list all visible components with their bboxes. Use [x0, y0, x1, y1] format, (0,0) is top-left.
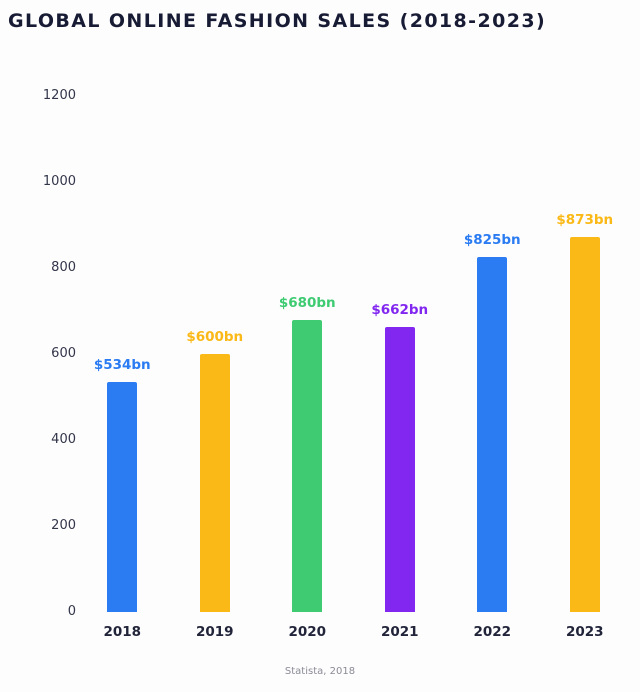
y-tick-label: 200 [51, 518, 76, 533]
x-tick-label: 2020 [288, 624, 327, 640]
bar [477, 257, 508, 612]
bar [569, 237, 600, 612]
bars-area: $534bn $600bn $680bn $662bn $825bn $873bn [76, 96, 631, 612]
bar-value-label: $825bn [463, 232, 521, 248]
source-note: Statista, 2018 [284, 666, 356, 677]
bar-group: $825bn [446, 96, 539, 612]
y-tick-label: 400 [51, 432, 76, 447]
y-tick-label: 1000 [42, 174, 76, 189]
bar [107, 382, 138, 612]
bar-group: $873bn [539, 96, 632, 612]
x-tick-label: 2023 [565, 624, 604, 640]
bar-value-label: $600bn [186, 329, 244, 345]
bar-group: $534bn [76, 96, 169, 612]
y-tick-label: 0 [67, 604, 76, 619]
bar-value-label: $873bn [556, 212, 614, 228]
bar-group: $680bn [261, 96, 354, 612]
y-tick-label: 800 [51, 260, 76, 275]
x-tick-label: 2019 [195, 624, 234, 640]
chart-title: GLOBAL ONLINE FASHION SALES (2018-2023) [8, 10, 547, 32]
bar-value-label: $662bn [371, 302, 429, 318]
x-axis: 2018 2019 2020 2021 2022 2023 [76, 624, 631, 640]
bar [199, 354, 230, 612]
bar-value-label: $534bn [93, 357, 151, 373]
y-tick-label: 600 [51, 346, 76, 361]
y-tick-label: 1200 [42, 88, 76, 103]
y-axis: 0 200 400 600 800 1000 1200 [0, 0, 76, 692]
x-tick-label: 2022 [473, 624, 512, 640]
bar-value-label: $680bn [278, 295, 336, 311]
bar-group: $662bn [354, 96, 447, 612]
x-tick-label: 2018 [103, 624, 142, 640]
bar-group: $600bn [169, 96, 262, 612]
bar [292, 320, 323, 612]
bar [384, 327, 415, 612]
x-tick-label: 2021 [380, 624, 419, 640]
